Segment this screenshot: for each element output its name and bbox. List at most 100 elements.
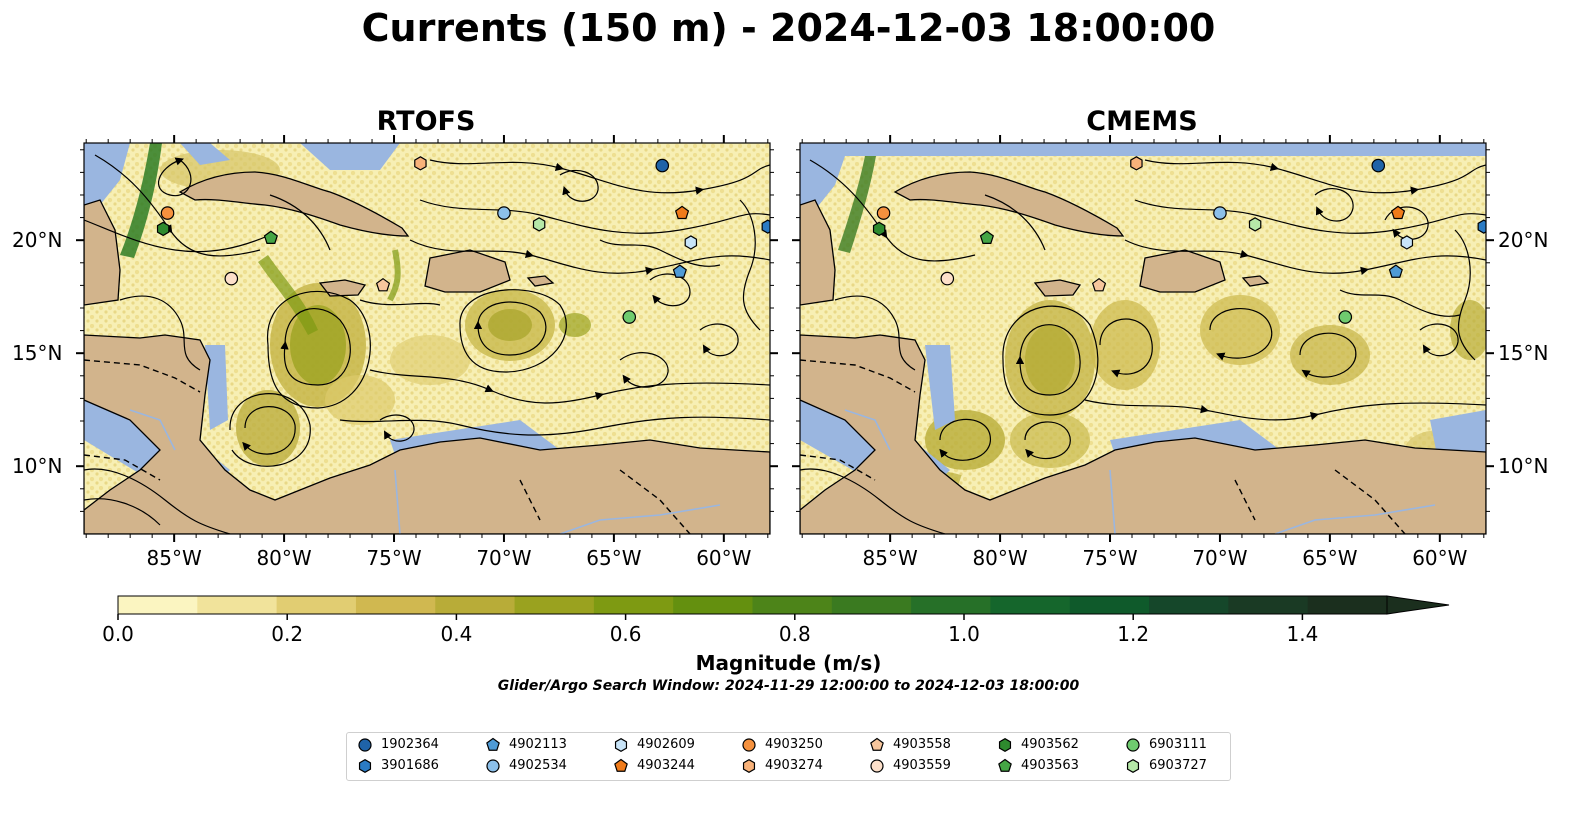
hexagon-marker-icon bbox=[358, 758, 372, 773]
platform-markers-cmems bbox=[872, 156, 1486, 324]
lat-tick-label: 15°N bbox=[12, 341, 63, 366]
lon-tick-label: 60°W bbox=[696, 546, 752, 570]
legend-label: 4903563 bbox=[1021, 758, 1079, 773]
legend-item-1902364: 1902364 bbox=[357, 736, 439, 754]
platform-marker-6903111 bbox=[622, 310, 637, 324]
colorbar-segment bbox=[673, 596, 753, 614]
legend-label: 4903274 bbox=[765, 758, 823, 773]
lon-tick-label: 60°W bbox=[1412, 546, 1468, 570]
panel-frame-rtofs bbox=[83, 142, 771, 535]
platform-markers-rtofs bbox=[156, 156, 770, 324]
colorbar-segment bbox=[435, 596, 516, 614]
borders bbox=[800, 359, 1406, 534]
platform-marker-4902113 bbox=[672, 264, 687, 278]
platform-marker-4903558 bbox=[375, 277, 391, 292]
lon-tick-label: 75°W bbox=[366, 546, 422, 570]
hexagon-marker-icon bbox=[614, 737, 628, 752]
colorbar-segment bbox=[911, 596, 991, 614]
platform-marker-4902609 bbox=[684, 235, 698, 250]
colorbar-tick-label: 1.0 bbox=[948, 622, 980, 646]
platform-marker-4903250 bbox=[160, 206, 175, 220]
colorbar-segment bbox=[752, 596, 833, 614]
platform-marker-4903562 bbox=[156, 221, 170, 237]
platform-marker-4902534 bbox=[1213, 206, 1227, 220]
hexagon-marker-icon bbox=[1126, 758, 1140, 773]
legend-label: 4903244 bbox=[637, 758, 695, 773]
circle-marker-icon bbox=[358, 737, 372, 752]
colorbar-label: Magnitude (m/s) bbox=[695, 651, 882, 675]
lon-tick-label: 80°W bbox=[256, 546, 312, 570]
platform-marker-4902534 bbox=[497, 206, 511, 220]
speed-patches bbox=[120, 143, 591, 466]
lon-tick-label: 70°W bbox=[476, 546, 532, 570]
platform-marker-6903727 bbox=[1248, 217, 1262, 232]
platform-marker-4903563 bbox=[263, 230, 278, 244]
no-data-band bbox=[800, 143, 1486, 156]
platform-legend: 1902364 3901686 4902113 4902534 4902609 49032… bbox=[346, 732, 1231, 781]
colorbar-segment bbox=[355, 596, 436, 614]
lon-tick-label: 65°W bbox=[586, 546, 642, 570]
panel-rtofs bbox=[84, 143, 770, 534]
axis-ticks bbox=[76, 135, 1494, 542]
figure-title: Currents (150 m) - 2024-12-03 18:00:00 bbox=[361, 6, 1216, 50]
legend-label: 6903111 bbox=[1149, 737, 1207, 752]
platform-marker-3901686 bbox=[761, 219, 770, 234]
platform-marker-3901686 bbox=[1477, 219, 1486, 234]
legend-item-4902113: 4902113 bbox=[485, 736, 567, 754]
platform-marker-4903563 bbox=[979, 230, 994, 244]
platform-marker-4903244 bbox=[1390, 205, 1406, 220]
platform-marker-4903558 bbox=[1091, 277, 1107, 292]
platform-marker-1902364 bbox=[1371, 158, 1386, 173]
platform-marker-6903727 bbox=[532, 217, 546, 232]
platform-marker-4903559 bbox=[224, 271, 239, 286]
lat-tick-label: 20°N bbox=[1498, 228, 1549, 253]
circle-marker-icon bbox=[742, 737, 756, 752]
legend-item-4903559: 4903559 bbox=[869, 757, 951, 775]
colorbar-segment bbox=[118, 596, 198, 614]
platform-marker-1902364 bbox=[655, 158, 670, 173]
lon-tick-label: 65°W bbox=[1302, 546, 1358, 570]
legend-item-4903274: 4903274 bbox=[741, 757, 823, 775]
rivers bbox=[129, 409, 721, 534]
colorbar-segment bbox=[990, 596, 1071, 614]
colorbar-segment bbox=[1228, 596, 1309, 614]
legend-item-4903244: 4903244 bbox=[613, 757, 695, 775]
legend-label: 1902364 bbox=[381, 737, 439, 752]
colorbar-tick-label: 0.2 bbox=[271, 622, 304, 646]
legend-label: 4903562 bbox=[1021, 737, 1079, 752]
legend-label: 4902113 bbox=[509, 737, 567, 752]
legend-label: 4902534 bbox=[509, 758, 567, 773]
streamlines bbox=[84, 154, 770, 534]
colorbar-extend-arrow bbox=[1386, 595, 1450, 615]
platform-marker-4903250 bbox=[876, 206, 891, 220]
colorbar-segment bbox=[1069, 596, 1150, 614]
legend-item-4902534: 4902534 bbox=[485, 757, 567, 775]
colorbar-segment bbox=[831, 596, 912, 614]
colorbar bbox=[117, 595, 1450, 620]
legend-item-4903562: 4903562 bbox=[997, 736, 1079, 754]
search-window-subtitle: Glider/Argo Search Window: 2024-11-29 12… bbox=[497, 678, 1080, 694]
hexagon-marker-icon bbox=[998, 737, 1012, 752]
panel-frame-cmems bbox=[799, 142, 1487, 535]
legend-item-4903558: 4903558 bbox=[869, 736, 951, 754]
legend-item-4903563: 4903563 bbox=[997, 757, 1079, 775]
legend-label: 6903727 bbox=[1149, 758, 1207, 773]
colorbar-tick-label: 0.4 bbox=[440, 622, 473, 646]
lon-tick-label: 70°W bbox=[1192, 546, 1248, 570]
lon-tick-label: 75°W bbox=[1082, 546, 1138, 570]
colorbar-segment bbox=[1307, 596, 1388, 614]
colorbar-tick-label: 1.2 bbox=[1117, 622, 1150, 646]
legend-item-6903727: 6903727 bbox=[1125, 757, 1207, 775]
hexagon-marker-icon bbox=[742, 758, 756, 773]
legend-item-4903250: 4903250 bbox=[741, 736, 823, 754]
lon-tick-label: 85°W bbox=[146, 546, 202, 570]
pentagon-marker-icon bbox=[614, 758, 628, 772]
lat-tick-label: 10°N bbox=[1498, 454, 1549, 479]
platform-marker-4902113 bbox=[1388, 264, 1403, 278]
colorbar-segment bbox=[197, 596, 278, 614]
platform-marker-4902609 bbox=[1400, 235, 1414, 250]
lat-tick-label: 20°N bbox=[12, 228, 63, 253]
circle-marker-icon bbox=[486, 758, 500, 773]
legend-item-3901686: 3901686 bbox=[357, 757, 439, 775]
